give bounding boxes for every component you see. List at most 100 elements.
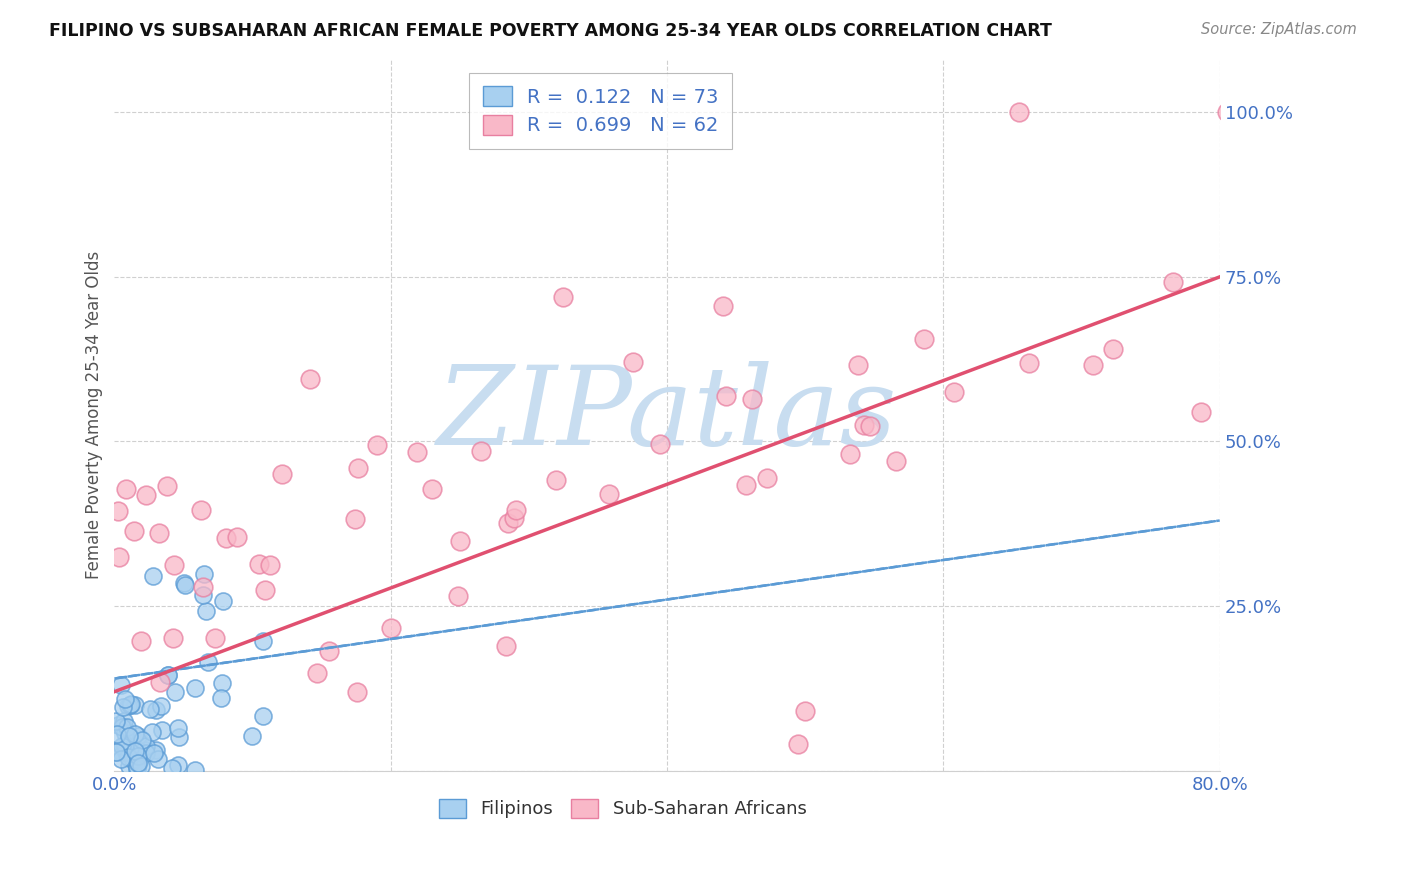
- Point: [1083, 358, 1105, 372]
- Point: [755, 471, 778, 485]
- Point: [496, 516, 519, 531]
- Point: [129, 759, 152, 773]
- Point: [135, 488, 157, 502]
- Point: [134, 743, 156, 757]
- Point: [127, 729, 149, 743]
- Point: [128, 755, 150, 769]
- Y-axis label: Female Poverty Among 25-34 Year Olds: Female Poverty Among 25-34 Year Olds: [86, 251, 103, 579]
- Point: [215, 531, 238, 545]
- Point: [173, 578, 195, 592]
- Point: [794, 705, 817, 719]
- Point: [120, 697, 142, 711]
- Point: [156, 668, 179, 682]
- Point: [447, 589, 470, 603]
- Point: [111, 720, 134, 734]
- Point: [141, 724, 163, 739]
- Point: [741, 392, 763, 406]
- Point: [209, 691, 232, 706]
- Point: [884, 453, 907, 467]
- Point: [107, 718, 129, 732]
- Point: [787, 737, 810, 751]
- Point: [366, 438, 388, 452]
- Point: [553, 290, 575, 304]
- Point: [1102, 342, 1125, 356]
- Point: [150, 723, 173, 737]
- Point: [191, 588, 214, 602]
- Point: [112, 714, 135, 728]
- Point: [167, 731, 190, 745]
- Point: [173, 576, 195, 591]
- Point: [105, 727, 128, 741]
- Point: [110, 745, 132, 759]
- Point: [111, 699, 134, 714]
- Point: [127, 760, 149, 774]
- Point: [380, 621, 402, 635]
- Point: [197, 655, 219, 669]
- Point: [943, 385, 966, 400]
- Point: [124, 727, 146, 741]
- Point: [139, 701, 162, 715]
- Point: [735, 477, 758, 491]
- Point: [838, 447, 860, 461]
- Point: [163, 558, 186, 572]
- Point: [145, 703, 167, 717]
- Point: [183, 763, 205, 777]
- Point: [118, 730, 141, 744]
- Point: [598, 487, 620, 501]
- Point: [120, 742, 142, 756]
- Legend: Filipinos, Sub-Saharan Africans: Filipinos, Sub-Saharan Africans: [432, 792, 814, 826]
- Point: [117, 699, 139, 714]
- Point: [145, 742, 167, 756]
- Point: [298, 372, 321, 386]
- Point: [343, 512, 366, 526]
- Point: [118, 698, 141, 712]
- Point: [252, 708, 274, 723]
- Point: [716, 389, 738, 403]
- Point: [110, 752, 132, 766]
- Point: [160, 761, 183, 775]
- Point: [104, 714, 127, 729]
- Point: [149, 698, 172, 713]
- Point: [156, 479, 179, 493]
- Point: [117, 749, 139, 764]
- Point: [143, 746, 166, 760]
- Point: [127, 762, 149, 776]
- Point: [149, 674, 172, 689]
- Point: [114, 726, 136, 740]
- Point: [117, 734, 139, 748]
- Point: [204, 632, 226, 646]
- Point: [252, 633, 274, 648]
- Point: [470, 443, 492, 458]
- Point: [129, 634, 152, 648]
- Point: [305, 665, 328, 680]
- Point: [1008, 105, 1031, 120]
- Point: [104, 745, 127, 759]
- Point: [127, 749, 149, 764]
- Point: [853, 418, 876, 433]
- Point: [912, 332, 935, 346]
- Point: [162, 631, 184, 645]
- Point: [110, 678, 132, 692]
- Point: [191, 581, 214, 595]
- Point: [108, 549, 131, 564]
- Point: [125, 743, 148, 757]
- Point: [247, 557, 270, 571]
- Point: [127, 756, 149, 771]
- Point: [184, 681, 207, 695]
- Point: [104, 745, 127, 759]
- Point: [121, 753, 143, 767]
- Point: [190, 503, 212, 517]
- Point: [420, 482, 443, 496]
- Point: [211, 676, 233, 690]
- Point: [118, 759, 141, 773]
- Point: [114, 738, 136, 752]
- Point: [318, 644, 340, 658]
- Point: [648, 437, 671, 451]
- Point: [135, 747, 157, 761]
- Point: [846, 358, 869, 372]
- Point: [112, 720, 135, 734]
- Point: [193, 567, 215, 582]
- Point: [505, 503, 527, 517]
- Point: [259, 558, 281, 572]
- Point: [110, 739, 132, 754]
